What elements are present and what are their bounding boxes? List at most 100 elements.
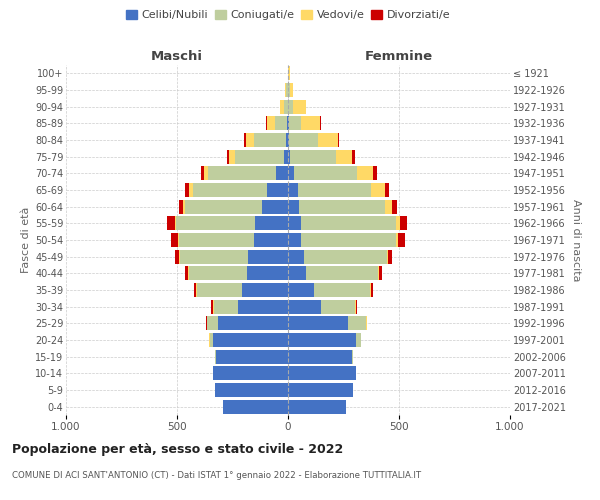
Bar	[189, 266, 247, 280]
Bar	[299, 200, 385, 214]
Bar	[171, 233, 178, 247]
Bar	[179, 250, 181, 264]
Bar	[298, 183, 371, 197]
Bar	[289, 133, 318, 147]
Bar	[288, 183, 298, 197]
Bar	[194, 283, 196, 297]
Bar	[267, 183, 288, 197]
Bar	[218, 316, 288, 330]
Bar	[248, 250, 288, 264]
Bar	[288, 300, 322, 314]
Bar	[290, 150, 337, 164]
Bar	[179, 200, 182, 214]
Bar	[229, 150, 235, 164]
Bar	[287, 116, 288, 130]
Bar	[387, 250, 388, 264]
Bar	[306, 266, 378, 280]
Bar	[280, 100, 284, 114]
Bar	[207, 316, 218, 330]
Bar	[288, 216, 301, 230]
Bar	[373, 166, 377, 180]
Bar	[215, 383, 288, 397]
Bar	[395, 233, 398, 247]
Bar	[210, 333, 212, 347]
Bar	[288, 200, 299, 214]
Bar	[214, 300, 238, 314]
Bar	[275, 116, 287, 130]
Bar	[254, 216, 288, 230]
Bar	[254, 133, 286, 147]
Y-axis label: Anni di nascita: Anni di nascita	[571, 198, 581, 281]
Bar	[288, 133, 289, 147]
Bar	[284, 100, 287, 114]
Bar	[245, 133, 254, 147]
Bar	[301, 233, 395, 247]
Bar	[185, 200, 262, 214]
Bar	[352, 150, 355, 164]
Bar	[301, 216, 395, 230]
Bar	[378, 266, 379, 280]
Bar	[262, 200, 288, 214]
Bar	[322, 300, 355, 314]
Bar	[185, 266, 188, 280]
Bar	[288, 350, 352, 364]
Bar	[286, 133, 288, 147]
Bar	[370, 283, 371, 297]
Bar	[167, 216, 175, 230]
Bar	[371, 183, 385, 197]
Bar	[288, 266, 306, 280]
Bar	[392, 200, 397, 214]
Bar	[301, 116, 320, 130]
Bar	[176, 216, 254, 230]
Bar	[288, 383, 353, 397]
Bar	[388, 250, 392, 264]
Bar	[398, 233, 405, 247]
Bar	[289, 116, 301, 130]
Bar	[288, 250, 304, 264]
Bar	[244, 133, 245, 147]
Bar	[288, 316, 348, 330]
Bar	[216, 350, 288, 364]
Bar	[288, 166, 294, 180]
Bar	[223, 400, 288, 414]
Bar	[288, 283, 314, 297]
Bar	[196, 283, 197, 297]
Bar	[212, 333, 288, 347]
Bar	[289, 100, 293, 114]
Bar	[211, 300, 212, 314]
Bar	[267, 116, 275, 130]
Bar	[188, 183, 193, 197]
Bar	[385, 200, 392, 214]
Bar	[266, 116, 267, 130]
Bar	[242, 283, 288, 297]
Bar	[358, 166, 373, 180]
Bar	[193, 183, 267, 197]
Bar	[178, 233, 179, 247]
Bar	[235, 150, 284, 164]
Text: Popolazione per età, sesso e stato civile - 2022: Popolazione per età, sesso e stato civil…	[12, 442, 343, 456]
Bar	[371, 283, 373, 297]
Bar	[203, 166, 208, 180]
Bar	[179, 233, 254, 247]
Bar	[202, 166, 203, 180]
Bar	[197, 283, 242, 297]
Bar	[247, 266, 288, 280]
Text: Femmine: Femmine	[365, 50, 433, 62]
Bar	[289, 66, 290, 80]
Bar	[318, 133, 338, 147]
Bar	[284, 150, 288, 164]
Bar	[212, 300, 214, 314]
Bar	[355, 300, 356, 314]
Bar	[212, 366, 288, 380]
Bar	[348, 316, 366, 330]
Y-axis label: Fasce di età: Fasce di età	[20, 207, 31, 273]
Bar	[286, 83, 287, 97]
Bar	[175, 250, 179, 264]
Bar	[294, 166, 358, 180]
Legend: Celibi/Nubili, Coniugati/e, Vedovi/e, Divorziati/e: Celibi/Nubili, Coniugati/e, Vedovi/e, Di…	[124, 8, 452, 22]
Bar	[293, 100, 306, 114]
Bar	[290, 83, 293, 97]
Bar	[181, 250, 248, 264]
Bar	[288, 233, 301, 247]
Bar	[288, 400, 346, 414]
